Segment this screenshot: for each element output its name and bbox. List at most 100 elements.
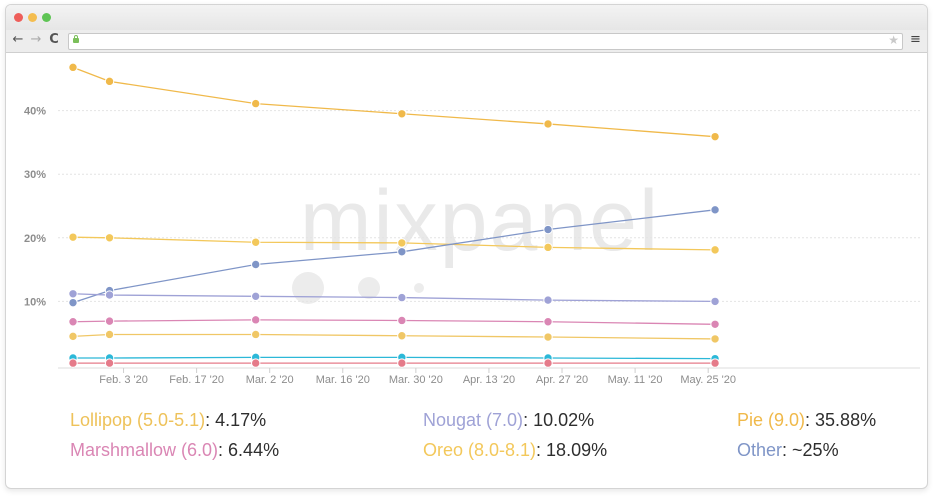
data-point — [543, 358, 553, 368]
x-tick-label: Feb. 3 '20 — [99, 374, 148, 386]
data-point — [251, 237, 261, 247]
legend-item: Pie (9.0): 35.88% — [737, 410, 876, 431]
legend-series-name: Lollipop (5.0-5.1) — [70, 410, 206, 430]
data-point — [68, 62, 78, 73]
data-point — [710, 334, 720, 344]
legend-series-name: Nougat (7.0) — [423, 410, 524, 430]
data-point — [68, 358, 78, 368]
data-point — [251, 358, 261, 368]
data-point — [710, 358, 720, 368]
data-point — [543, 332, 553, 342]
y-axis-ticks: 10% 20% 30% 40% — [24, 106, 46, 309]
x-tick-label: May. 11 '20 — [608, 374, 663, 386]
data-point — [543, 119, 553, 129]
x-tick-label: Mar. 30 '20 — [389, 374, 443, 386]
back-arrow-icon[interactable]: ← — [12, 32, 24, 47]
data-point — [543, 317, 553, 327]
series-line — [72, 293, 716, 303]
y-tick-label: 30% — [24, 169, 46, 181]
watermark-dot-large — [292, 272, 324, 304]
address-bar[interactable]: ★ — [68, 33, 903, 50]
series-line — [72, 209, 716, 304]
watermark-dot-small — [414, 283, 424, 293]
legend-series-value: : 10.02% — [523, 410, 595, 430]
legend-item: Marshmallow (6.0): 6.44% — [70, 440, 279, 461]
data-point — [68, 317, 78, 327]
data-point — [397, 292, 407, 303]
data-point — [710, 319, 720, 329]
reload-icon[interactable]: C — [49, 32, 59, 47]
legend-series-value: : 6.44% — [218, 440, 280, 460]
data-point — [710, 245, 720, 255]
legend-series-name: Pie (9.0) — [737, 410, 806, 430]
data-point — [397, 358, 407, 368]
x-axis-ticks: Feb. 3 '20 Feb. 17 '20 Mar. 2 '20 Mar. 16 '… — [99, 368, 736, 386]
minimize-window-button[interactable] — [28, 13, 37, 22]
data-point — [397, 238, 407, 248]
y-tick-label: 40% — [24, 106, 46, 118]
legend-series-value: : 35.88% — [805, 410, 877, 430]
legend-series-name: Other — [737, 440, 783, 460]
legend-series-name: Oreo (8.0-8.1) — [423, 440, 537, 460]
x-tick-label: May. 25 '20 — [680, 374, 736, 386]
lock-icon — [73, 35, 79, 43]
y-tick-label: 20% — [24, 233, 46, 245]
data-point — [104, 290, 115, 300]
x-tick-label: Apr. 13 '20 — [463, 374, 515, 386]
legend-series-value: : ~25% — [782, 440, 839, 460]
watermark-logo: mixpanel — [292, 173, 660, 304]
data-point — [68, 331, 78, 342]
data-point — [543, 242, 553, 253]
data-point — [251, 329, 261, 340]
series-line — [72, 319, 716, 325]
legend-item: Lollipop (5.0-5.1): 4.17% — [70, 410, 266, 431]
legend-item: Nougat (7.0): 10.02% — [423, 410, 594, 431]
data-point — [710, 131, 720, 142]
data-point — [543, 295, 553, 305]
data-point — [104, 233, 115, 243]
series-layer — [68, 62, 720, 368]
legend-item: Oreo (8.0-8.1): 18.09% — [423, 440, 607, 461]
data-point — [68, 297, 78, 308]
series-line — [72, 236, 716, 251]
watermark-dot-medium — [358, 277, 380, 299]
legend-series-value: : 18.09% — [536, 440, 608, 460]
series-line — [72, 333, 716, 340]
bookmark-star-icon[interactable]: ★ — [888, 33, 899, 47]
data-point — [397, 315, 407, 326]
legend-item: Other: ~25% — [737, 440, 839, 461]
data-point — [68, 289, 78, 299]
data-point — [68, 232, 78, 242]
data-point — [710, 296, 720, 307]
data-point — [251, 259, 261, 270]
data-point — [543, 224, 553, 235]
data-point — [104, 358, 115, 368]
browser-toolbar: ← → C ★ ≡ — [6, 30, 927, 53]
watermark-text: mixpanel — [300, 173, 660, 269]
x-tick-label: Mar. 16 '20 — [316, 374, 370, 386]
series-line — [72, 66, 716, 138]
y-tick-label: 10% — [24, 296, 46, 308]
legend-series-value: : 4.17% — [205, 410, 267, 430]
x-tick-label: Mar. 2 '20 — [246, 374, 294, 386]
close-window-button[interactable] — [14, 13, 23, 22]
forward-arrow-icon[interactable]: → — [30, 32, 42, 47]
title-bar — [6, 5, 927, 30]
data-point — [251, 315, 261, 325]
series-line — [73, 356, 716, 360]
data-point — [251, 291, 261, 302]
menu-icon[interactable]: ≡ — [910, 32, 921, 47]
data-point — [104, 316, 115, 326]
data-point — [251, 98, 261, 109]
data-point — [104, 76, 115, 87]
data-point — [104, 329, 115, 340]
data-point — [397, 109, 407, 119]
data-point — [710, 205, 720, 215]
browser-window: ← → C ★ ≡ — [5, 4, 928, 489]
legend-series-name: Marshmallow (6.0) — [70, 440, 219, 460]
data-point — [397, 247, 407, 257]
maximize-window-button[interactable] — [42, 13, 51, 22]
data-point — [397, 331, 407, 341]
x-tick-label: Feb. 17 '20 — [169, 374, 224, 386]
